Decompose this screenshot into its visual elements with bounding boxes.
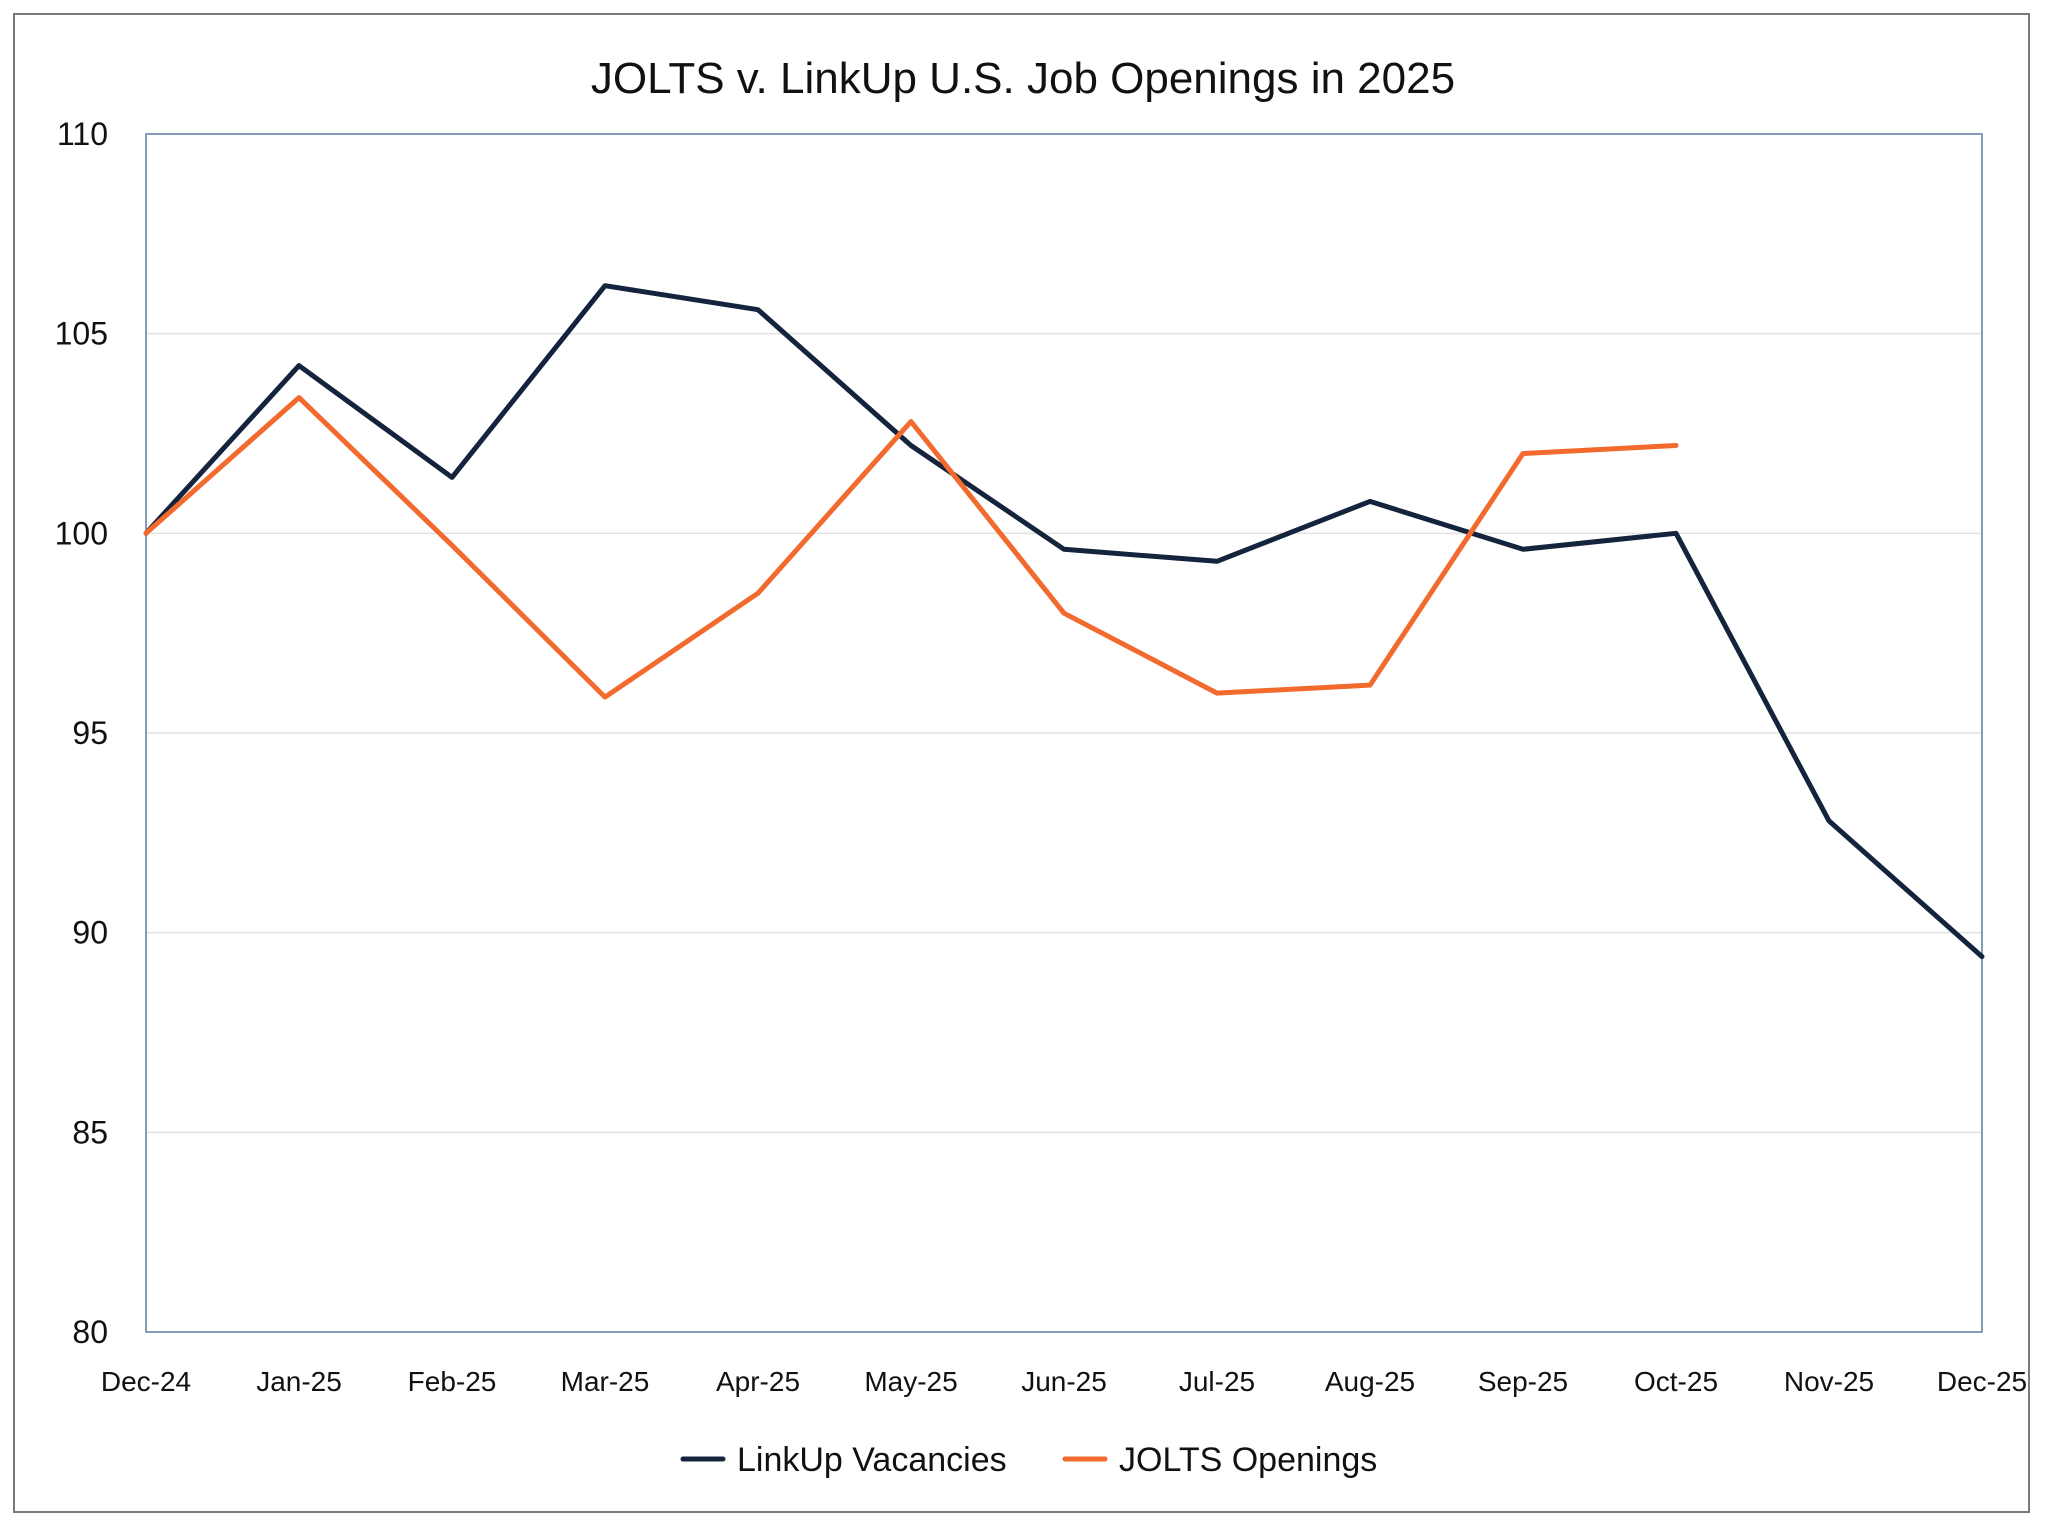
chart-frame: JOLTS v. LinkUp U.S. Job Openings in 202…	[13, 13, 2030, 1513]
y-tick-label: 85	[72, 1114, 108, 1150]
x-tick-label: Feb-25	[408, 1366, 497, 1397]
series-line-linkup-vacancies	[143, 283, 1985, 960]
x-tick-label: Aug-25	[1325, 1366, 1415, 1397]
y-tick-label: 110	[57, 116, 108, 152]
x-axis-ticks: Dec-24 Jan-25 Feb-25 Mar-25 Apr-25 May-25 Jun-…	[101, 1366, 2027, 1397]
x-tick-label: Oct-25	[1634, 1366, 1718, 1397]
x-tick-label: May-25	[864, 1366, 957, 1397]
legend: LinkUp Vacancies JOLTS Openings	[680, 1441, 1377, 1479]
x-tick-label: Apr-25	[716, 1366, 800, 1397]
y-tick-label: 105	[55, 316, 108, 352]
x-tick-label: Dec-24	[101, 1366, 191, 1397]
y-tick-label: 80	[72, 1314, 108, 1350]
x-tick-label: Sep-25	[1478, 1366, 1568, 1397]
legend-label: JOLTS Openings	[1119, 1441, 1377, 1479]
y-axis-ticks: 80 85 90 95 100 105 110	[55, 116, 108, 1350]
series-lines	[143, 283, 1985, 960]
chart: JOLTS v. LinkUp U.S. Job Openings in 202…	[55, 54, 2028, 1479]
x-tick-label: Dec-25	[1937, 1366, 2027, 1397]
legend-label: LinkUp Vacancies	[737, 1441, 1007, 1479]
y-tick-label: 100	[55, 515, 108, 551]
x-tick-label: Jun-25	[1021, 1366, 1107, 1397]
y-tick-label: 95	[72, 715, 108, 751]
x-tick-label: Jul-25	[1179, 1366, 1255, 1397]
chart-title: JOLTS v. LinkUp U.S. Job Openings in 202…	[591, 54, 1455, 103]
plot-area-border	[145, 133, 1983, 1333]
y-tick-label: 90	[72, 915, 108, 951]
x-tick-label: Jan-25	[256, 1366, 342, 1397]
x-tick-label: Nov-25	[1784, 1366, 1874, 1397]
x-tick-label: Mar-25	[561, 1366, 650, 1397]
series-line-jolts-openings	[143, 395, 1679, 700]
